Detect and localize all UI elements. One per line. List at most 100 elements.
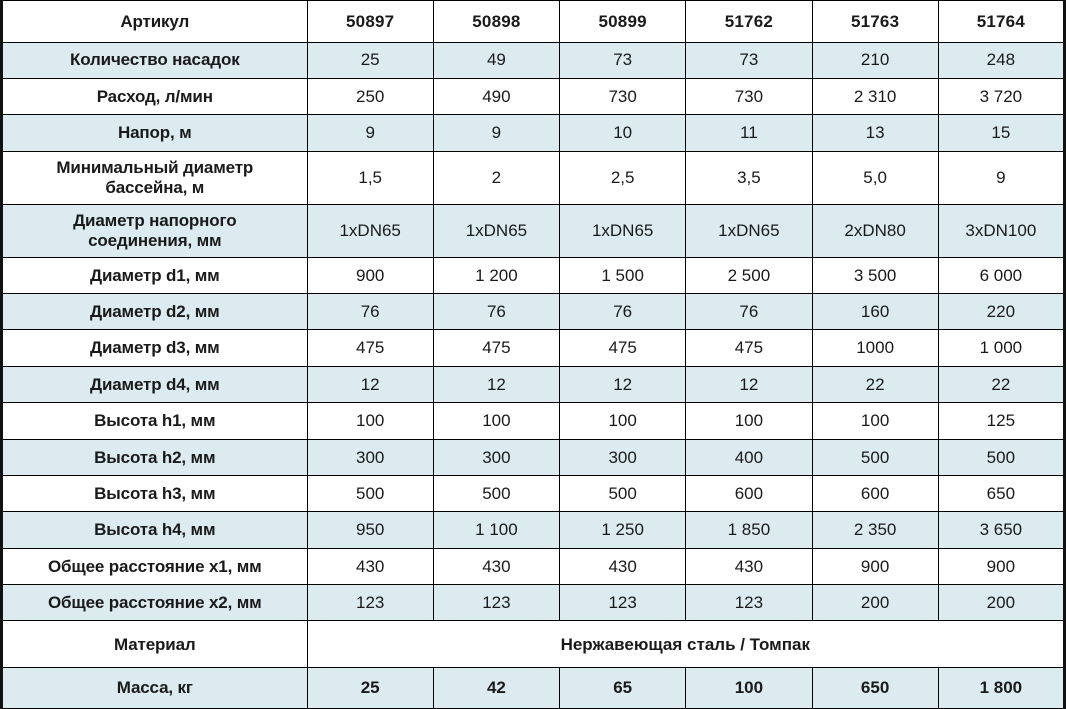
cell-value: 12 [432, 365, 561, 404]
cell-value: 210 [811, 41, 939, 79]
cell-value: 100 [811, 402, 939, 440]
cell-value: 650 [937, 474, 1066, 513]
cell-value: 1 000 [937, 329, 1066, 367]
cell-value: 1,5 [306, 150, 434, 205]
cell-value: 490 [432, 77, 561, 116]
cell-value: 3 650 [937, 511, 1066, 549]
cell-value: 9 [937, 150, 1066, 205]
cell-value: 475 [685, 329, 813, 367]
cell-value: 76 [685, 293, 813, 331]
cell-value: 1 250 [559, 511, 687, 549]
row-label: Диаметр d4, мм [0, 365, 308, 404]
table-row: Диаметр d2, мм 76 76 76 76 160 220 [0, 293, 1066, 331]
table-row-mass: Масса, кг 25 42 65 100 650 1 800 [0, 667, 1066, 709]
row-label-material: Материал [0, 620, 308, 669]
cell-value: 900 [937, 547, 1066, 586]
row-label: Минимальный диаметр бассейна, м [0, 150, 308, 205]
cell-value: 25 [306, 41, 434, 79]
cell-value: 900 [306, 256, 434, 295]
cell-value: 400 [685, 438, 813, 476]
cell-value: 76 [432, 293, 561, 331]
row-label: Высота h3, мм [0, 474, 308, 513]
row-label: Высота h1, мм [0, 402, 308, 440]
cell-value: 1000 [811, 329, 939, 367]
table-header-row: Артикул 50897 50898 50899 51762 51763 51… [0, 0, 1066, 43]
cell-value: 123 [306, 584, 434, 622]
cell-value: 430 [685, 547, 813, 586]
cell-value: 475 [432, 329, 561, 367]
cell-value: 600 [811, 474, 939, 513]
cell-value: 76 [559, 293, 687, 331]
table-row: Высота h2, мм 300 300 300 400 500 500 [0, 438, 1066, 476]
row-label-mass: Масса, кг [0, 667, 308, 709]
cell-value: 475 [306, 329, 434, 367]
cell-value: 200 [811, 584, 939, 622]
cell-value: 2,5 [559, 150, 687, 205]
table-row: Диаметр d4, мм 12 12 12 12 22 22 [0, 365, 1066, 404]
cell-value: 10 [559, 114, 687, 152]
row-label: Расход, л/мин [0, 77, 308, 116]
cell-value: 2 350 [811, 511, 939, 549]
row-label: Диаметр напорного соединения, мм [0, 203, 308, 258]
cell-value-mass: 42 [432, 667, 561, 709]
cell-value: 300 [306, 438, 434, 476]
row-label: Общее расстояние x1, мм [0, 547, 308, 586]
cell-value: 600 [685, 474, 813, 513]
cell-value: 1xDN65 [432, 203, 561, 258]
row-label-line1: Минимальный диаметр [56, 158, 254, 178]
cell-value: 9 [306, 114, 434, 152]
row-label-line2: соединения, мм [88, 230, 222, 250]
cell-value: 100 [559, 402, 687, 440]
cell-value: 5,0 [811, 150, 939, 205]
row-label-line1: Диаметр напорного [73, 211, 237, 231]
cell-value: 125 [937, 402, 1066, 440]
cell-value: 11 [685, 114, 813, 152]
header-article-51762: 51762 [685, 0, 813, 43]
table-row: Высота h1, мм 100 100 100 100 100 125 [0, 402, 1066, 440]
cell-value: 500 [559, 474, 687, 513]
table-row-material: Материал Нержавеющая сталь / Томпак [0, 620, 1066, 669]
cell-value: 49 [432, 41, 561, 79]
row-label: Диаметр d1, мм [0, 256, 308, 295]
cell-value: 430 [306, 547, 434, 586]
table-row: Диаметр d3, мм 475 475 475 475 1000 1 00… [0, 329, 1066, 367]
cell-value: 1xDN65 [559, 203, 687, 258]
cell-value-mass: 100 [685, 667, 813, 709]
cell-value: 730 [559, 77, 687, 116]
cell-value: 160 [811, 293, 939, 331]
table-row: Напор, м 9 9 10 11 13 15 [0, 114, 1066, 152]
cell-value: 200 [937, 584, 1066, 622]
cell-value: 1xDN65 [685, 203, 813, 258]
cell-value: 1 850 [685, 511, 813, 549]
table-row: Количество насадок 25 49 73 73 210 248 [0, 41, 1066, 79]
cell-value: 12 [559, 365, 687, 404]
cell-value: 900 [811, 547, 939, 586]
header-article-50898: 50898 [432, 0, 561, 43]
cell-value: 430 [559, 547, 687, 586]
row-label: Общее расстояние x2, мм [0, 584, 308, 622]
cell-value: 6 000 [937, 256, 1066, 295]
cell-value: 73 [559, 41, 687, 79]
table-row: Расход, л/мин 250 490 730 730 2 310 3 72… [0, 77, 1066, 116]
cell-value: 500 [306, 474, 434, 513]
cell-value: 76 [306, 293, 434, 331]
cell-value: 1xDN65 [306, 203, 434, 258]
table-row: Диаметр d1, мм 900 1 200 1 500 2 500 3 5… [0, 256, 1066, 295]
row-label: Диаметр d3, мм [0, 329, 308, 367]
cell-value: 22 [811, 365, 939, 404]
cell-value: 1 500 [559, 256, 687, 295]
cell-value-mass: 25 [306, 667, 434, 709]
table-row: Высота h3, мм 500 500 500 600 600 650 [0, 474, 1066, 513]
cell-value: 1 200 [432, 256, 561, 295]
cell-value: 3 720 [937, 77, 1066, 116]
table-row: Диаметр напорного соединения, мм 1xDN65 … [0, 203, 1066, 258]
cell-value: 15 [937, 114, 1066, 152]
cell-value: 100 [432, 402, 561, 440]
cell-value: 2 310 [811, 77, 939, 116]
cell-value: 300 [559, 438, 687, 476]
cell-value: 3 500 [811, 256, 939, 295]
cell-value: 220 [937, 293, 1066, 331]
cell-value: 13 [811, 114, 939, 152]
